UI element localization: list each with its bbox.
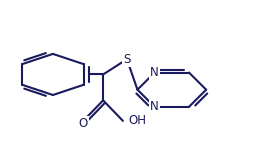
Text: O: O — [79, 117, 88, 130]
Text: N: N — [150, 100, 159, 113]
Text: OH: OH — [128, 114, 146, 127]
Text: N: N — [150, 66, 159, 79]
Text: S: S — [123, 53, 131, 66]
